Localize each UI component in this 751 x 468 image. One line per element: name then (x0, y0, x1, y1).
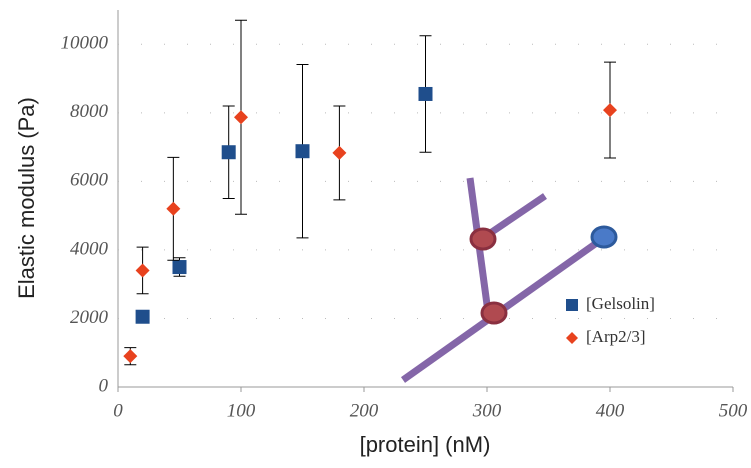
plot-area: 0 2000 4000 6000 8000 10000 0 100 200 300 400 500 [G… (61, 10, 748, 421)
legend-label: [Arp2/3] (586, 327, 645, 346)
x-tick-label: 500 (719, 400, 748, 421)
x-tick-label: 100 (227, 400, 256, 421)
y-axis-label: Elastic modulus (Pa) (14, 97, 39, 299)
x-tick-label: 0 (113, 400, 123, 421)
data-point (123, 349, 138, 364)
legend-marker (566, 332, 578, 344)
data-point (418, 86, 433, 101)
data-point (135, 309, 150, 324)
y-tick-label: 2000 (70, 307, 109, 328)
data-point (172, 260, 187, 275)
annotation-diagram (400, 177, 618, 383)
y-tick-label: 0 (99, 375, 109, 396)
diagram-node (590, 225, 618, 249)
y-tick-label: 10000 (61, 33, 109, 54)
x-tick-label: 300 (472, 400, 502, 421)
legend-label: [Gelsolin] (586, 294, 655, 313)
legend-marker (566, 299, 578, 311)
data-point (221, 145, 236, 160)
x-tick-label: 200 (350, 400, 379, 421)
diagram-line (481, 193, 547, 241)
diagram-node (469, 227, 497, 251)
data-point (295, 144, 310, 159)
y-tick-label: 6000 (70, 170, 109, 191)
diagram-node (480, 301, 508, 325)
x-tick-label: 400 (596, 400, 625, 421)
data-point (234, 110, 248, 125)
data-point (135, 263, 150, 278)
y-tick-label: 8000 (70, 101, 109, 122)
x-axis-label: [protein] (nM) (360, 432, 491, 457)
y-tick-label: 4000 (70, 238, 109, 259)
data-point (332, 145, 347, 160)
data-point (166, 201, 181, 216)
data-point (603, 103, 617, 118)
